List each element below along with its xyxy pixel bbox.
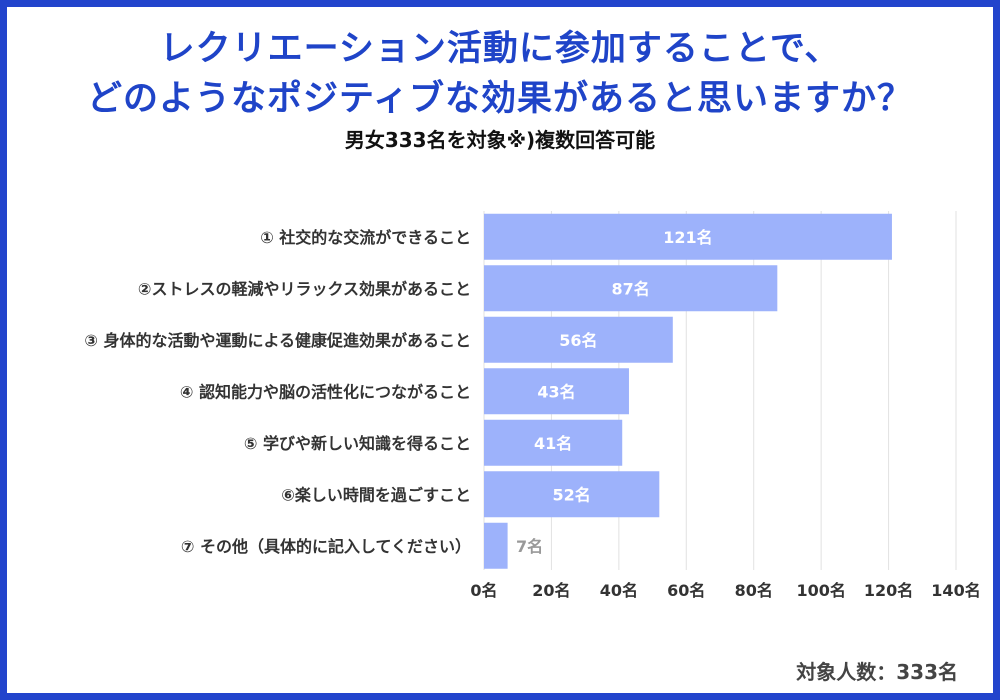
category-label: ① 社交的な交流ができること: [260, 228, 471, 247]
category-label: ⑤ 学びや新しい知識を得ること: [244, 434, 471, 453]
category-label: ⑦ その他（具体的に記入してください）: [181, 537, 471, 556]
data-label: 121名: [663, 228, 712, 247]
bar-6: [484, 471, 660, 518]
data-label: 43名: [537, 382, 575, 401]
chart-subtitle: 男女333名を対象※)複数回答可能: [344, 128, 656, 152]
bar-1: [484, 213, 892, 260]
bar-7: [484, 522, 508, 569]
x-tick-label: 80名: [735, 581, 773, 600]
bar-4: [484, 368, 629, 415]
x-tick-label: 40名: [600, 581, 638, 600]
data-label: 87名: [612, 279, 650, 298]
x-tick-label: 100名: [796, 581, 845, 600]
data-label: 7名: [516, 537, 543, 556]
x-tick-label: 20名: [532, 581, 570, 600]
x-tick-label: 0名: [470, 581, 497, 600]
chart-title-line1: レクリエーション活動に参加することで、: [159, 29, 841, 69]
bar-5: [484, 419, 623, 466]
x-tick-label: 60名: [667, 581, 705, 600]
bar-3: [484, 316, 673, 363]
category-label: ③ 身体的な活動や運動による健康促進効果があること: [84, 331, 471, 350]
x-tick-label: 120名: [864, 581, 913, 600]
chart-title-line2: どのようなポジティブな効果があると思いますか？: [87, 79, 913, 119]
category-label: ④ 認知能力や脳の活性化につながること: [180, 382, 471, 401]
respondent-count: 対象人数：333名: [796, 660, 958, 684]
x-tick-label: 140名: [931, 581, 980, 600]
bar-2: [484, 265, 778, 312]
data-label: 52名: [553, 485, 591, 504]
data-label: 56名: [559, 331, 597, 350]
category-label: ⑥楽しい時間を過ごすこと: [281, 485, 471, 504]
data-label: 41名: [534, 434, 572, 453]
category-label: ②ストレスの軽減やリラックス効果があること: [138, 279, 471, 298]
